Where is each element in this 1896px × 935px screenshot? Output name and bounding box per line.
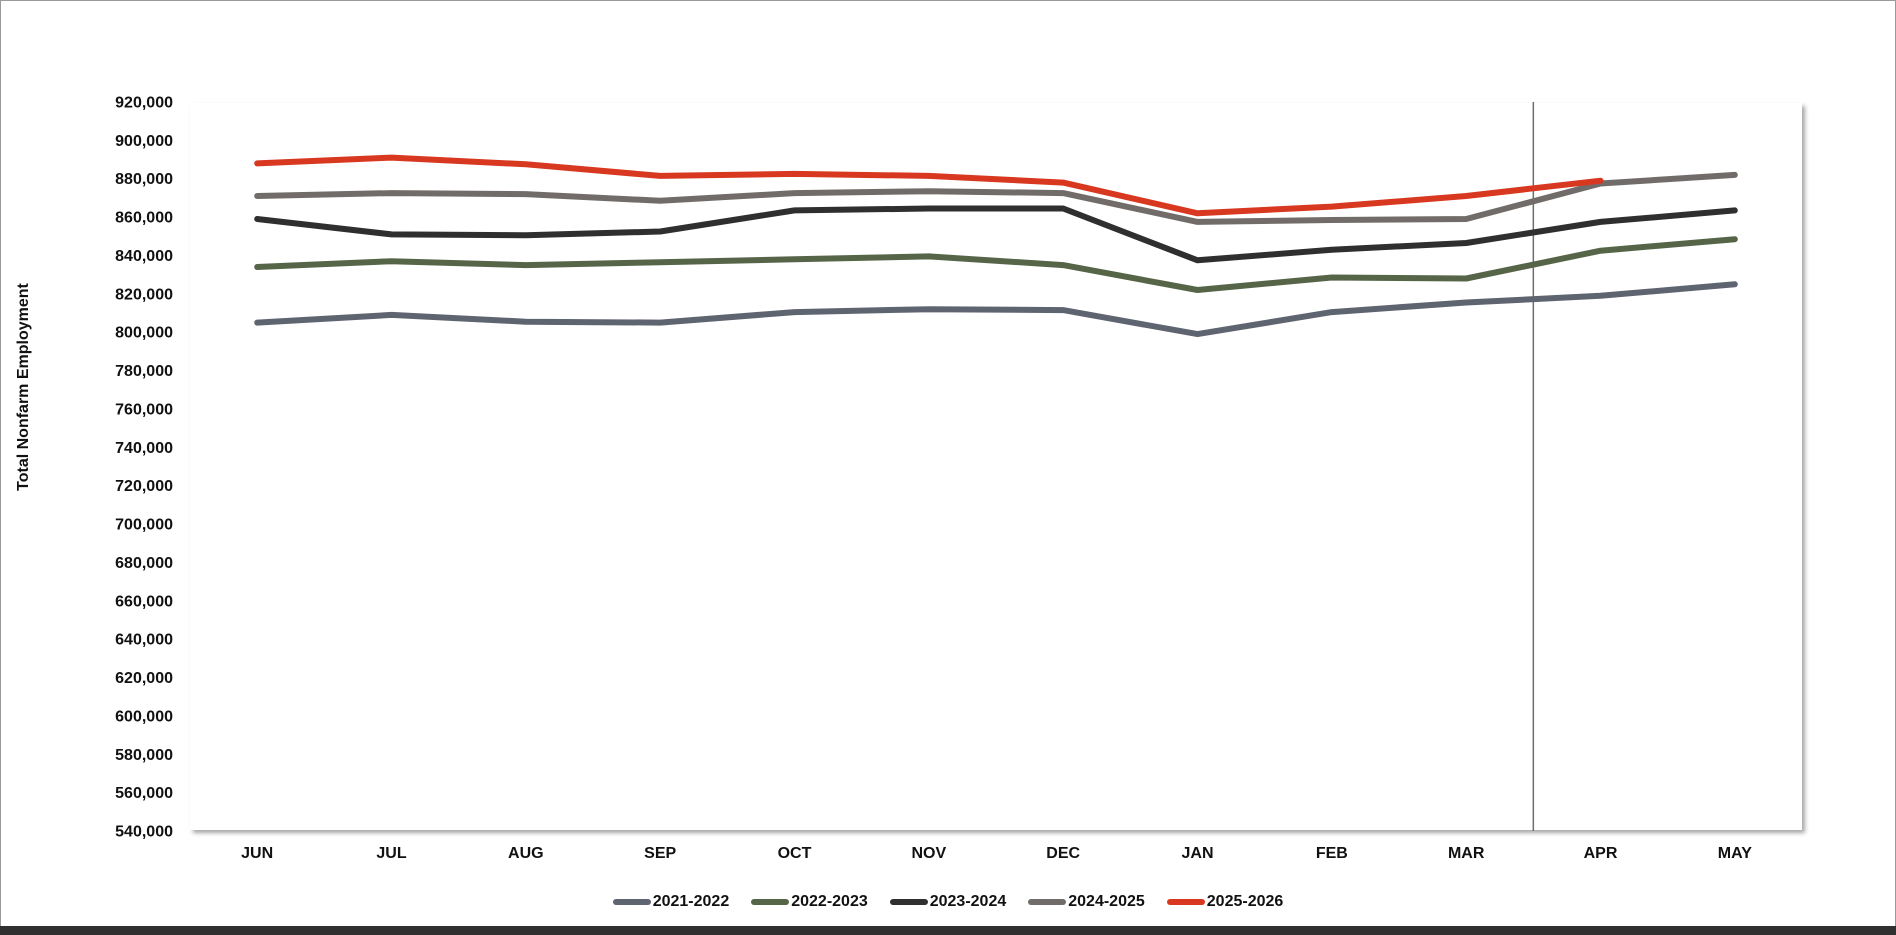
x-axis-ticks: JUN JUL AUG SEP OCT NOV DEC JAN FEB MAR APR MAY <box>241 845 1752 862</box>
x-tick-label-feb: FEB <box>1316 845 1348 862</box>
y-tick-label: 660,000 <box>115 593 173 610</box>
x-tick-label-jul: JUL <box>376 845 406 862</box>
x-tick-label-nov: NOV <box>911 845 946 862</box>
legend-item-2022-2023: 2022-2023 <box>751 893 868 911</box>
y-tick-label: 560,000 <box>115 785 173 802</box>
y-tick-label: 820,000 <box>115 286 173 303</box>
y-tick-label: 740,000 <box>115 440 173 457</box>
y-tick-label: 920,000 <box>115 95 173 112</box>
x-tick-label-mar: MAR <box>1448 845 1485 862</box>
y-tick-label: 900,000 <box>115 133 173 150</box>
legend-item-2021-2022: 2021-2022 <box>612 893 730 911</box>
x-tick-label-may: MAY <box>1718 845 1752 862</box>
series-line-2023-2024 <box>254 205 1738 264</box>
y-tick-label: 760,000 <box>115 401 173 418</box>
legend-item-2023-2024: 2023-2024 <box>889 893 1007 911</box>
legend-swatch <box>889 899 928 905</box>
legend-swatch <box>612 899 651 905</box>
x-tick-label-aug: AUG <box>508 845 544 862</box>
legend-label: 2022-2023 <box>791 893 868 910</box>
plot-area <box>190 103 1802 830</box>
y-tick-label: 680,000 <box>115 555 173 572</box>
legend-label: 2021-2022 <box>652 893 730 910</box>
series-line-2025-2026 <box>254 154 1604 217</box>
legend-swatch <box>1166 899 1205 905</box>
series-layer <box>254 154 1738 338</box>
y-tick-label: 640,000 <box>115 632 173 649</box>
x-tick-label-jan: JAN <box>1181 845 1213 862</box>
legend-label: 2025-2026 <box>1206 893 1284 910</box>
legend-swatch <box>1028 899 1067 905</box>
y-tick-label: 780,000 <box>115 363 173 380</box>
legend-item-2025-2026: 2025-2026 <box>1166 893 1284 911</box>
series-line-2024-2025 <box>254 171 1738 225</box>
y-tick-label: 700,000 <box>115 517 173 534</box>
y-axis-ticks: 540,000 560,000 580,000 600,000 620,000 640,0… <box>115 95 173 841</box>
y-tick-label: 720,000 <box>115 478 173 495</box>
y-tick-label: 860,000 <box>115 210 173 227</box>
y-tick-label: 600,000 <box>115 708 173 725</box>
x-tick-label-dec: DEC <box>1046 845 1080 862</box>
y-tick-label: 540,000 <box>115 824 173 841</box>
y-tick-label: 620,000 <box>115 670 173 687</box>
series-line-2021-2022 <box>254 281 1738 338</box>
y-tick-label: 840,000 <box>115 248 173 265</box>
window-bottom-edge <box>0 926 1896 935</box>
series-line-2022-2023 <box>254 236 1738 293</box>
y-tick-label: 800,000 <box>115 325 173 342</box>
legend-label: 2023-2024 <box>929 893 1007 910</box>
chart-legend: 2021-2022 2022-2023 2023-2024 2024-2025 2025… <box>0 893 1896 911</box>
x-tick-label-apr: APR <box>1584 845 1618 862</box>
x-tick-label-sep: SEP <box>644 845 676 862</box>
y-axis-title: Total Nonfarm Employment <box>15 283 32 491</box>
y-tick-label: 880,000 <box>115 171 173 188</box>
x-tick-label-oct: OCT <box>778 845 812 862</box>
x-tick-label-jun: JUN <box>241 845 273 862</box>
legend-label: 2024-2025 <box>1068 893 1145 910</box>
legend-swatch <box>751 899 790 905</box>
legend-item-2024-2025: 2024-2025 <box>1028 893 1145 911</box>
y-tick-label: 580,000 <box>115 747 173 764</box>
